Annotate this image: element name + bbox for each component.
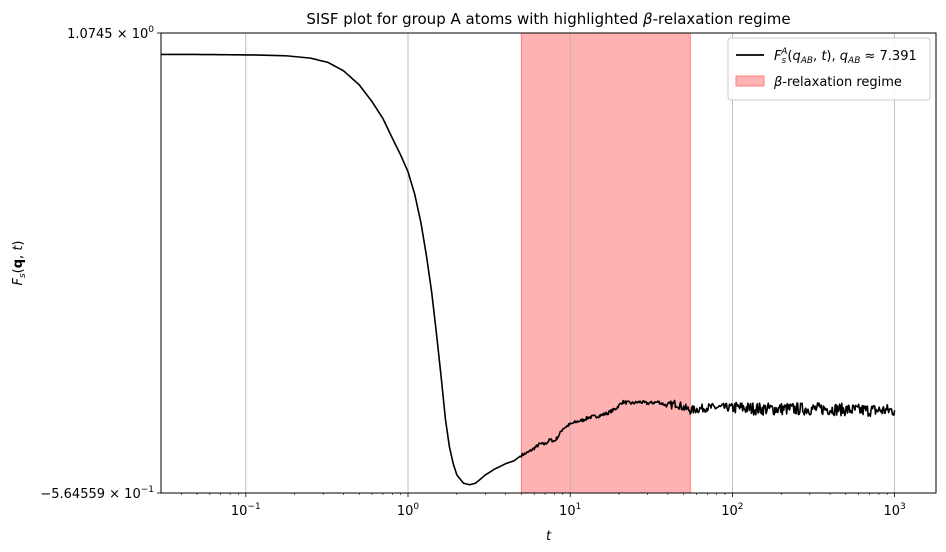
sisf-series-line [161,53,896,486]
grid-layer [245,33,895,493]
x-tick-label: 102 [721,502,743,519]
beta-relaxation-span [520,32,691,494]
y-axis-ticks: 1.0745 × 100 −5.64559 × 10−1 [40,25,161,502]
chart-title: SISF plot for group A atoms with highlig… [306,10,790,28]
series-layer [161,53,896,486]
legend: FsA(qAB, t), qAB ≈ 7.391 β-relaxation re… [727,37,931,101]
y-axis-label: Fs(q, t) [11,240,28,285]
legend-label-span: β-relaxation regime [773,75,902,90]
y-tick-label: 1.0745 × 100 [67,25,154,42]
legend-box [727,37,931,101]
x-axis-label: t [546,529,552,544]
y-tick-label: −5.64559 × 10−1 [40,485,154,502]
x-tick-label: 101 [559,502,581,519]
legend-label-series: FsA(qAB, t), qAB ≈ 7.391 [774,47,917,66]
plot-frame [160,32,937,494]
legend-patch-swatch [735,75,765,87]
beta-relaxation-span-layer [520,32,691,494]
x-tick-label: 100 [397,502,420,519]
x-tick-label: 103 [883,502,905,519]
x-axis-ticks: 10−1 100 101 102 103 [180,493,906,519]
x-tick-label: 10−1 [231,502,261,519]
